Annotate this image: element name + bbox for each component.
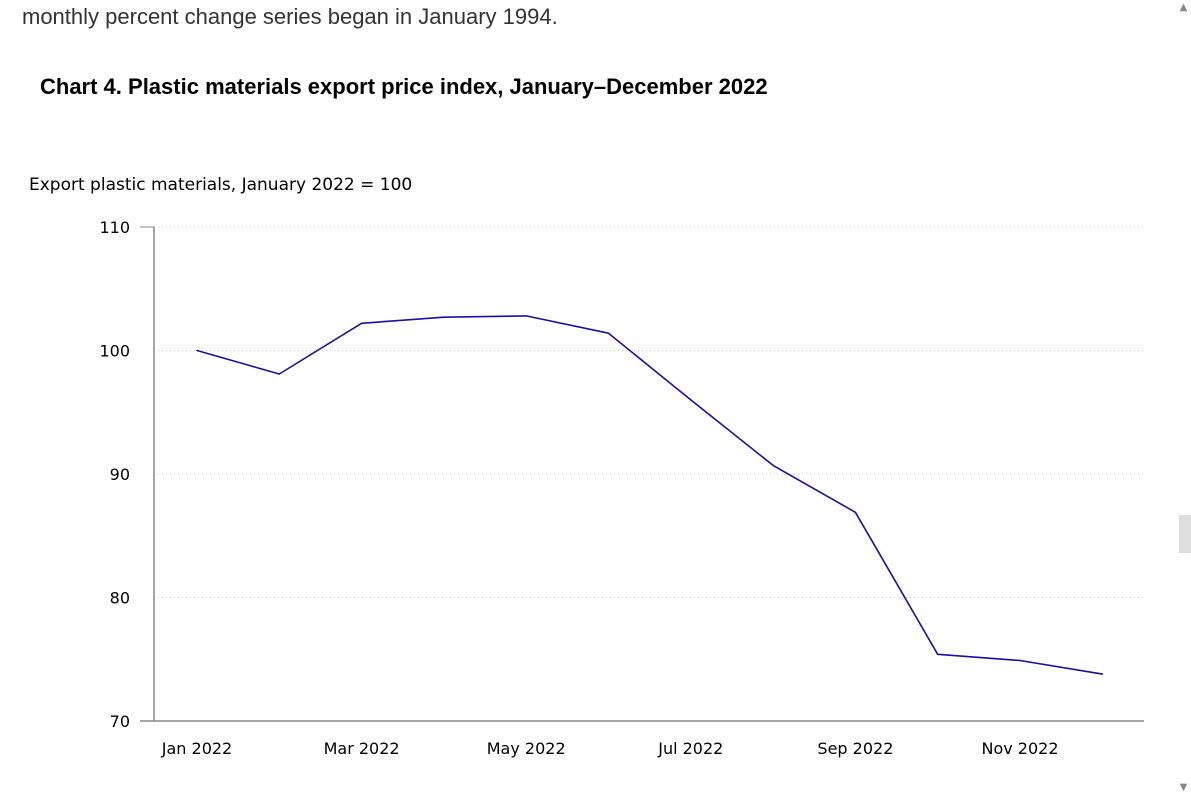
data-point-jul-2022 bbox=[690, 399, 692, 401]
y-tick-label-90: 90 bbox=[110, 465, 130, 484]
data-point-aug-2022 bbox=[772, 464, 774, 467]
x-tick-label-sep-2022: Sep 2022 bbox=[817, 739, 893, 758]
data-point-jan-2022 bbox=[196, 349, 198, 352]
grid-lines bbox=[154, 226, 1144, 598]
data-point-apr-2022 bbox=[443, 316, 445, 318]
series bbox=[196, 315, 1104, 675]
scrollbar-thumb[interactable] bbox=[1179, 515, 1191, 553]
data-point-mar-2022 bbox=[360, 322, 363, 325]
x-tick-label-jan-2022: Jan 2022 bbox=[161, 739, 232, 758]
vertical-scrollbar[interactable]: ▲ ▼ bbox=[1176, 0, 1191, 808]
data-point-dec-2022 bbox=[1101, 673, 1104, 675]
y-tick-labels: 70 80 90 100 110 bbox=[99, 218, 130, 731]
data-point-oct-2022 bbox=[936, 653, 939, 656]
series-line-0 bbox=[196, 315, 1103, 675]
data-point-nov-2022 bbox=[1019, 659, 1021, 662]
intro-text: monthly percent change series began in J… bbox=[22, 4, 558, 29]
y-axis-title: Export plastic materials, January 2022 =… bbox=[29, 175, 413, 195]
axes bbox=[140, 226, 1144, 722]
data-point-may-2022 bbox=[525, 315, 527, 317]
y-tick-label-80: 80 bbox=[110, 589, 130, 608]
x-tick-labels: Jan 2022 Mar 2022 May 2022 Jul 2022 Sep 2022… bbox=[161, 739, 1059, 758]
x-tick-label-nov-2022: Nov 2022 bbox=[981, 739, 1058, 758]
scroll-up-arrow-icon[interactable]: ▲ bbox=[1179, 2, 1188, 13]
data-point-sep-2022 bbox=[854, 511, 857, 514]
x-tick-label-may-2022: May 2022 bbox=[487, 739, 566, 758]
y-tick-label-100: 100 bbox=[99, 342, 130, 361]
y-tick-label-110: 110 bbox=[99, 218, 130, 237]
y-tick-label-70: 70 bbox=[110, 712, 130, 731]
x-tick-label-mar-2022: Mar 2022 bbox=[324, 739, 400, 758]
chart-title: Chart 4. Plastic materials export price … bbox=[40, 74, 768, 99]
scroll-down-arrow-icon[interactable]: ▼ bbox=[1179, 782, 1188, 793]
data-point-jun-2022 bbox=[607, 332, 610, 335]
data-point-feb-2022 bbox=[278, 373, 281, 375]
x-tick-label-jul-2022: Jul 2022 bbox=[657, 739, 723, 758]
